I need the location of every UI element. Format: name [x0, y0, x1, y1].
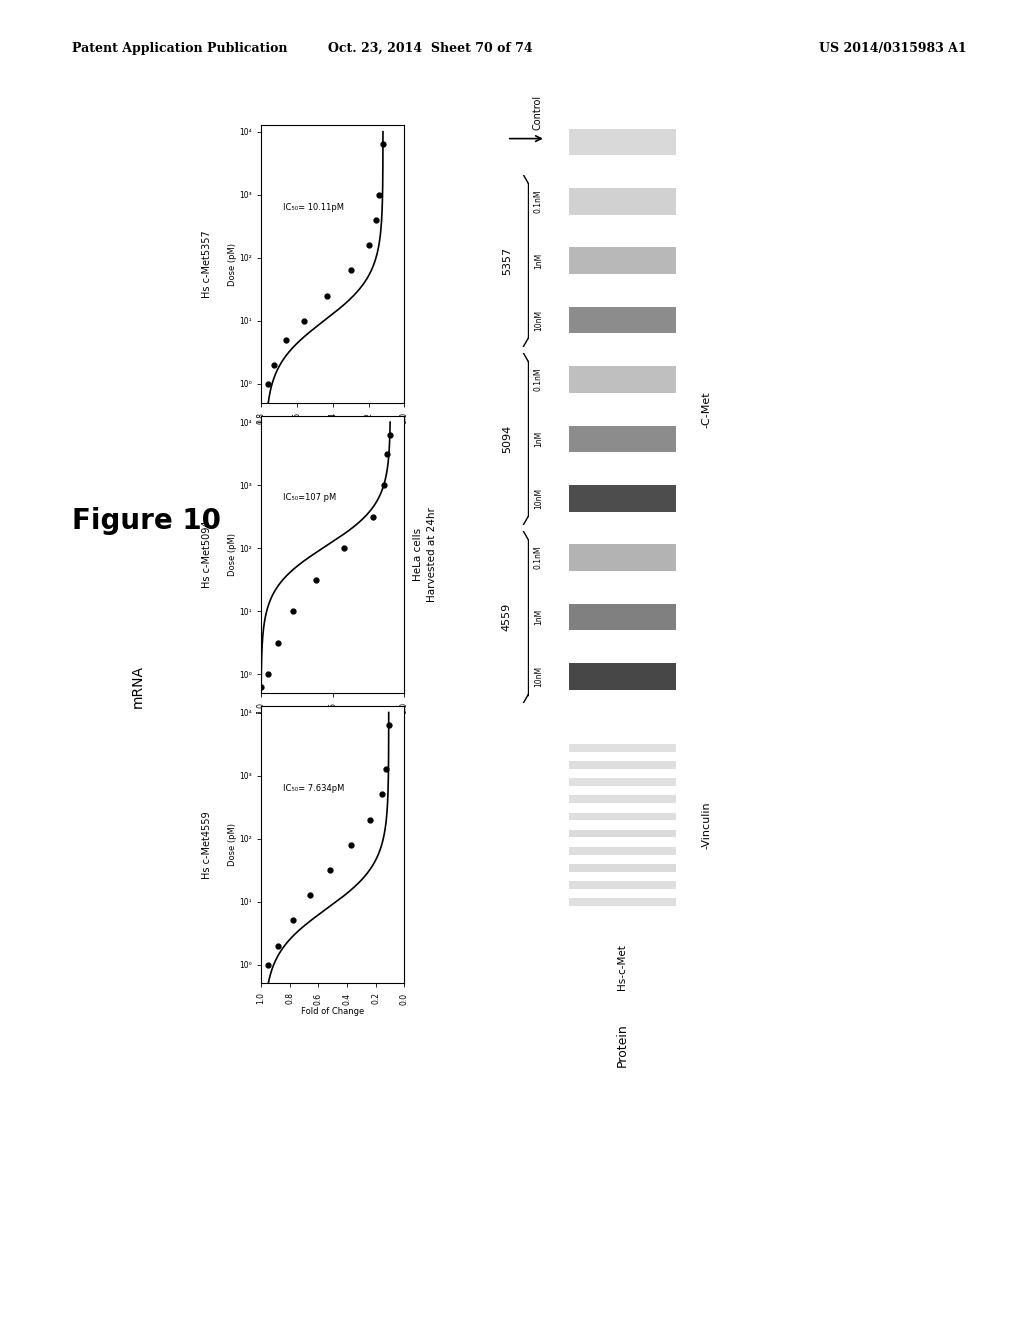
- Bar: [568, 779, 676, 785]
- Bar: [568, 663, 676, 690]
- Text: Patent Application Publication: Patent Application Publication: [72, 42, 287, 55]
- Bar: [568, 306, 676, 334]
- Y-axis label: Dose (pM): Dose (pM): [227, 533, 237, 576]
- Text: Hs c-Met4559: Hs c-Met4559: [202, 810, 212, 879]
- Text: IC₅₀=107 pM: IC₅₀=107 pM: [283, 494, 336, 502]
- Bar: [568, 128, 676, 156]
- Text: -Vinculin: -Vinculin: [701, 801, 712, 849]
- Text: Control: Control: [532, 95, 543, 129]
- Text: 0.1nM: 0.1nM: [534, 368, 543, 391]
- Text: Protein: Protein: [615, 1023, 629, 1067]
- Bar: [568, 830, 676, 837]
- Text: mRNA: mRNA: [131, 665, 145, 708]
- Bar: [568, 247, 676, 275]
- Text: Oct. 23, 2014  Sheet 70 of 74: Oct. 23, 2014 Sheet 70 of 74: [328, 42, 532, 55]
- Text: 1nM: 1nM: [534, 430, 543, 447]
- Text: 5357: 5357: [502, 247, 512, 275]
- Text: Figure 10: Figure 10: [72, 507, 221, 536]
- Bar: [568, 796, 676, 803]
- Text: US 2014/0315983 A1: US 2014/0315983 A1: [819, 42, 967, 55]
- Text: 0.1nM: 0.1nM: [534, 546, 543, 569]
- Bar: [568, 425, 676, 453]
- Text: 10nM: 10nM: [534, 487, 543, 510]
- Text: 10nM: 10nM: [534, 665, 543, 688]
- Bar: [568, 813, 676, 820]
- Bar: [568, 366, 676, 393]
- Text: 1nM: 1nM: [534, 609, 543, 626]
- Text: IC₅₀= 10.11pM: IC₅₀= 10.11pM: [283, 203, 344, 211]
- Text: 5094: 5094: [502, 425, 512, 453]
- Text: 10nM: 10nM: [534, 309, 543, 331]
- Bar: [568, 603, 676, 631]
- Text: IC₅₀= 7.634pM: IC₅₀= 7.634pM: [283, 784, 344, 792]
- Text: 0.1nM: 0.1nM: [534, 190, 543, 213]
- Text: Hs c-Met5357: Hs c-Met5357: [202, 230, 212, 298]
- Text: 4559: 4559: [502, 603, 512, 631]
- Y-axis label: Dose (pM): Dose (pM): [227, 243, 237, 285]
- X-axis label: Fold of Change: Fold of Change: [301, 1007, 365, 1016]
- Text: Hs c-Met5094: Hs c-Met5094: [202, 520, 212, 589]
- Bar: [568, 882, 676, 888]
- Y-axis label: Dose (pM): Dose (pM): [227, 824, 237, 866]
- Text: 1nM: 1nM: [534, 252, 543, 269]
- Bar: [568, 484, 676, 512]
- X-axis label: Fold of Change: Fold of Change: [301, 426, 365, 436]
- Bar: [568, 544, 676, 572]
- Bar: [568, 865, 676, 871]
- Text: -C-Met: -C-Met: [701, 391, 712, 428]
- Bar: [568, 744, 676, 751]
- X-axis label: Fold of Change: Fold of Change: [301, 717, 365, 726]
- Bar: [568, 187, 676, 215]
- Text: Hs-c-Met: Hs-c-Met: [617, 944, 627, 990]
- Bar: [568, 899, 676, 906]
- Bar: [568, 762, 676, 768]
- Text: HeLa cells
Harvested at 24hr: HeLa cells Harvested at 24hr: [414, 507, 436, 602]
- Bar: [568, 847, 676, 854]
